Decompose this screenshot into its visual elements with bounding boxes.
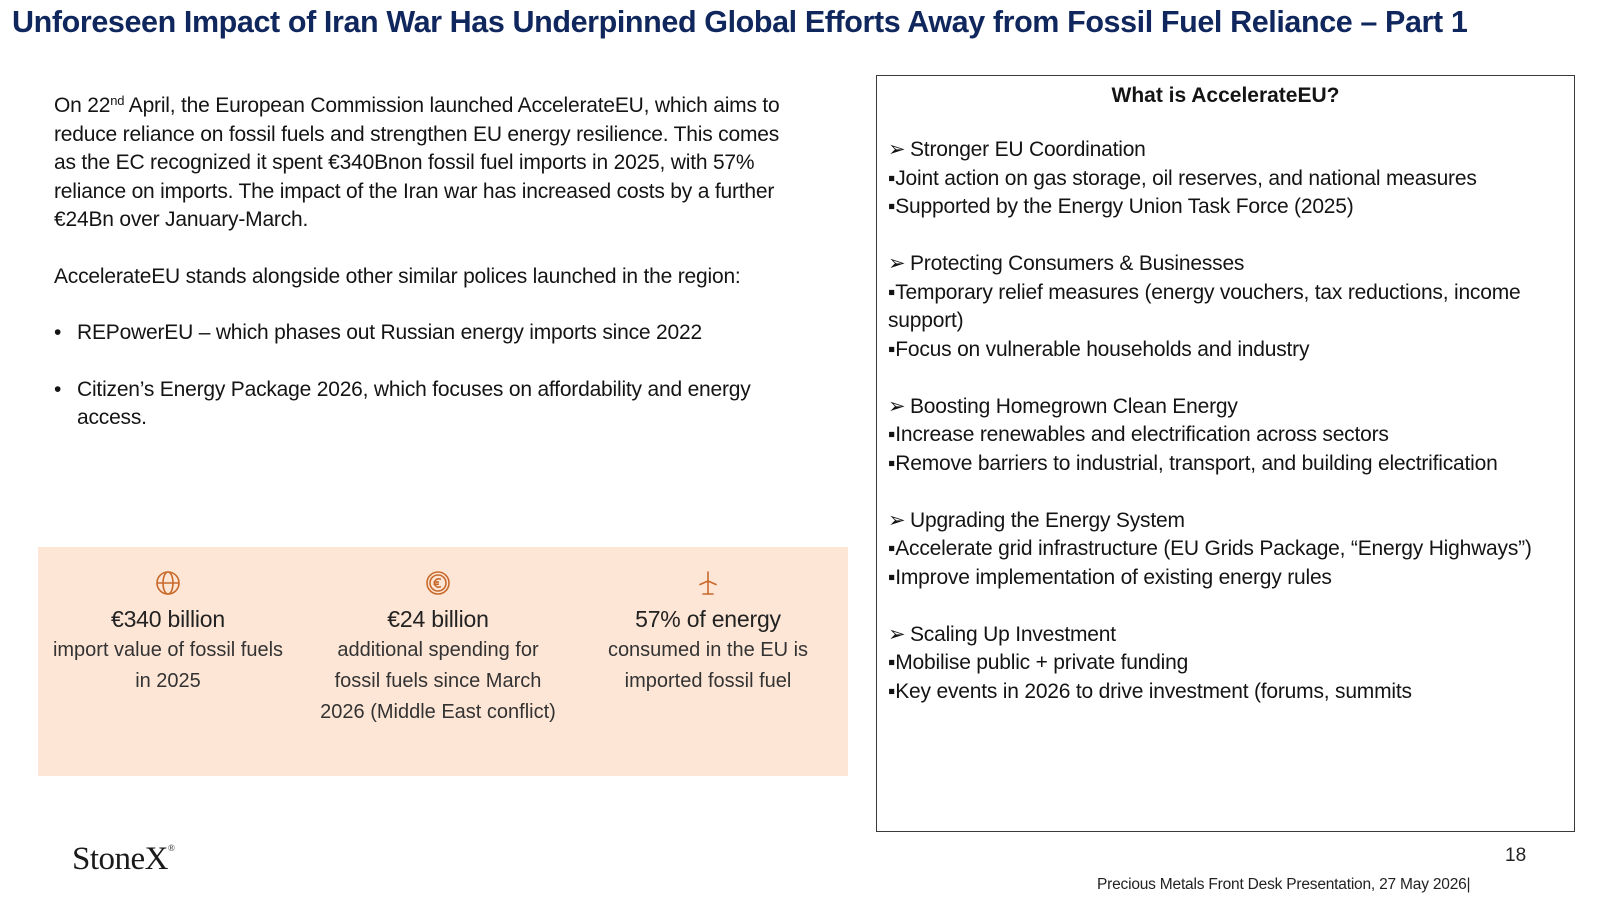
globe-icon (154, 569, 182, 597)
footer-text: Precious Metals Front Desk Presentation,… (1097, 876, 1471, 893)
stat-import-value: €340 billion import value of fossil fuel… (48, 569, 288, 697)
section-line: ▪Improve implementation of existing ener… (888, 565, 1332, 589)
bullet-icon: • (54, 377, 62, 401)
intro-part-1: On 22 (54, 94, 111, 117)
stat-additional-spending: €24 billion additional spending for foss… (318, 569, 558, 728)
stat-description: consumed in the EU is imported fossil fu… (607, 639, 809, 692)
arrow-bullet-icon: ➢ (888, 252, 906, 275)
stat-description: import value of fossil fuels in 2025 (52, 639, 284, 692)
bullet-icon: • (54, 321, 62, 344)
section-heading: ➢ Protecting Consumers & Businesses (888, 250, 1548, 279)
section-coordination: ➢ Stronger EU Coordination ▪Joint action … (888, 136, 1548, 222)
intro-part-2: April, the European Commission launched … (54, 94, 780, 231)
section-line: ▪Focus on vulnerable households and indu… (888, 337, 1310, 361)
section-line: ▪Remove barriers to industrial, transpor… (888, 451, 1498, 475)
policy-text: Citizen’s Energy Package 2026, which foc… (77, 377, 751, 430)
section-heading-text: Upgrading the Energy System (910, 508, 1185, 532)
section-energy-system: ➢ Upgrading the Energy System ▪Accelerate… (888, 507, 1548, 593)
arrow-bullet-icon: ➢ (888, 508, 906, 532)
stat-value: €340 billion (111, 606, 225, 632)
policy-item: • REPowerEU – which phases out Russian en… (54, 319, 794, 348)
euro-coin-icon (424, 569, 452, 597)
section-investment: ➢ Scaling Up Investment ▪Mobilise public … (888, 621, 1548, 707)
key-figures-panel: €340 billion import value of fossil fuel… (38, 547, 848, 776)
section-line: ▪Temporary relief measures (energy vouch… (888, 280, 1521, 333)
section-clean-energy: ➢ Boosting Homegrown Clean Energy ▪Increa… (888, 393, 1548, 479)
section-heading-text: Boosting Homegrown Clean Energy (910, 394, 1238, 418)
section-heading-text: Scaling Up Investment (910, 622, 1116, 646)
stat-value: €24 billion (387, 606, 489, 632)
section-heading: ➢ Stronger EU Coordination (888, 136, 1548, 165)
stonex-logo: StoneX® (72, 830, 175, 877)
section-heading-text: Protecting Consumers & Businesses (910, 252, 1245, 275)
page-number: 18 (1505, 845, 1527, 866)
intro-text: On 22nd April, the European Commission l… (54, 92, 794, 461)
policy-item: • Citizen’s Energy Package 2026, which fo… (54, 376, 794, 433)
section-heading: ➢ Upgrading the Energy System (888, 507, 1548, 536)
arrow-bullet-icon: ➢ (888, 138, 906, 161)
section-line: ▪Accelerate grid infrastructure (EU Grid… (888, 537, 1532, 560)
section-heading: ➢ Scaling Up Investment (888, 621, 1548, 650)
stat-description: additional spending for fossil fuels sin… (320, 639, 556, 723)
section-line: ▪Supported by the Energy Union Task Forc… (888, 195, 1354, 218)
arrow-bullet-icon: ➢ (888, 394, 906, 418)
policy-text: REPowerEU – which phases out Russian ene… (77, 321, 702, 344)
section-line: ▪Increase renewables and electrification… (888, 423, 1389, 446)
box-title: What is AccelerateEU? (1111, 84, 1340, 107)
arrow-bullet-icon: ➢ (888, 622, 906, 646)
section-line: ▪Key events in 2026 to drive investment … (888, 679, 1412, 703)
policy-list: • REPowerEU – which phases out Russian en… (54, 319, 794, 433)
section-line: ▪Joint action on gas storage, oil reserv… (888, 166, 1477, 190)
policies-paragraph: AccelerateEU stands alongside other simi… (54, 264, 741, 288)
ordinal-suffix: nd (110, 93, 125, 108)
section-heading-text: Stronger EU Coordination (910, 138, 1146, 161)
logo-text: StoneX (72, 841, 169, 877)
wind-turbine-icon (694, 569, 722, 597)
registered-mark: ® (168, 843, 175, 853)
stat-import-share: 57% of energy consumed in the EU is impo… (588, 569, 828, 697)
section-consumers: ➢ Protecting Consumers & Businesses ▪Temp… (888, 250, 1548, 364)
page-title: Unforeseen Impact of Iran War Has Underp… (12, 5, 1468, 39)
accelerate-eu-box: What is AccelerateEU? ➢ Stronger EU Coord… (876, 75, 1575, 832)
box-sections: ➢ Stronger EU Coordination ▪Joint action … (888, 136, 1548, 735)
intro-paragraph: On 22nd April, the European Commission l… (54, 92, 794, 235)
section-line: ▪Mobilise public + private funding (888, 651, 1189, 674)
section-heading: ➢ Boosting Homegrown Clean Energy (888, 393, 1548, 422)
stat-value: 57% of energy (635, 606, 781, 632)
